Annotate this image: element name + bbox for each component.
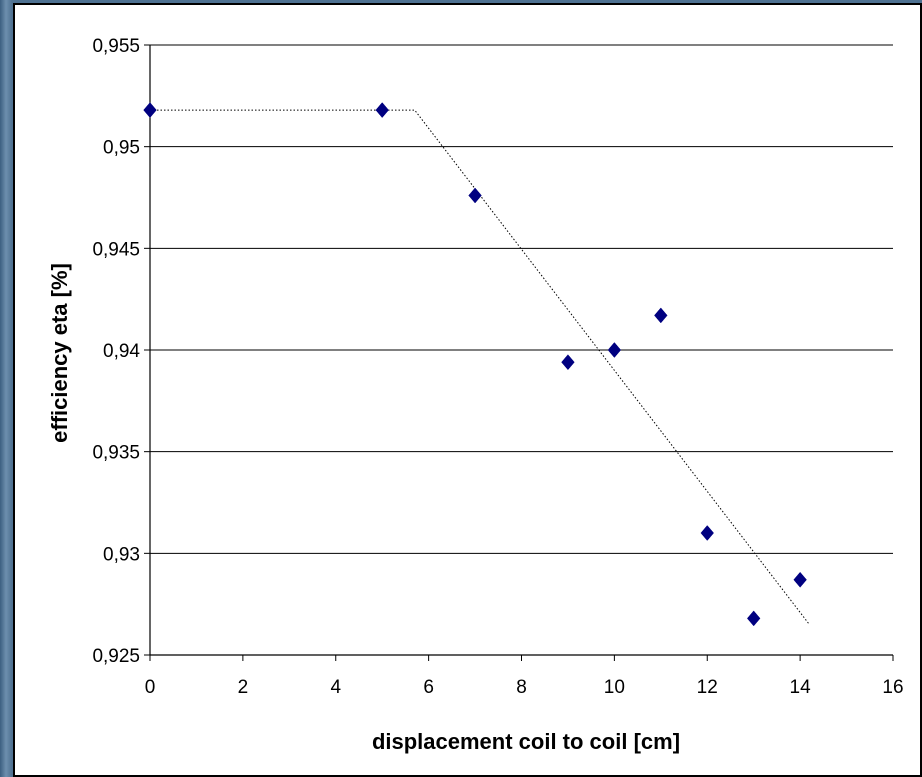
data-point <box>654 307 668 324</box>
y-tick-label: 0,93 <box>103 544 140 565</box>
x-tick-label: 0 <box>145 677 156 698</box>
data-point <box>700 525 714 541</box>
x-tick-label: 16 <box>882 677 903 698</box>
y-tick-label: 0,95 <box>103 138 140 159</box>
trendline-group <box>150 109 810 625</box>
tick-labels: 0,925 0,93 0,935 0,94 0,945 0,95 0,955 0 2 4 6 8 10 1… <box>92 36 903 698</box>
data-point <box>375 102 389 118</box>
data-point <box>607 342 622 358</box>
data-point <box>793 571 807 588</box>
trendline <box>150 109 810 625</box>
x-tick-label: 10 <box>604 677 625 698</box>
y-tick-label: 0,94 <box>103 341 140 362</box>
y-tick-label: 0,945 <box>92 239 140 260</box>
x-tick-label: 2 <box>238 677 249 698</box>
x-tick-label: 12 <box>697 677 718 698</box>
axes <box>144 44 894 661</box>
x-tick-label: 8 <box>516 677 527 698</box>
chart-area: 0,925 0,93 0,935 0,94 0,945 0,95 0,955 0 2 4 6 8 10 1… <box>13 3 922 777</box>
x-axis-title: displacement coil to coil [cm] <box>372 729 680 754</box>
data-point <box>143 102 157 118</box>
data-point <box>746 610 761 627</box>
data-points <box>143 102 807 627</box>
y-tick-label: 0,935 <box>92 443 140 464</box>
y-tick-label: 0,955 <box>92 36 140 57</box>
x-tick-label: 6 <box>423 677 434 698</box>
y-tick-label: 0,925 <box>92 646 140 667</box>
y-axis-title: efficiency eta [%] <box>47 263 72 443</box>
x-tick-label: 4 <box>330 677 341 698</box>
scatter-chart: 0,925 0,93 0,935 0,94 0,945 0,95 0,955 0 2 4 6 8 10 1… <box>47 36 904 754</box>
x-tick-label: 14 <box>790 677 812 698</box>
data-point <box>468 187 482 204</box>
data-point <box>561 354 575 371</box>
grid-lines <box>150 44 893 554</box>
